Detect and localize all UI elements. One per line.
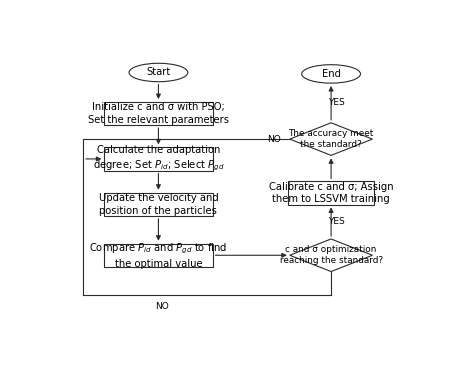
Text: The accuracy meet
the standard?: The accuracy meet the standard? bbox=[288, 129, 374, 149]
Text: Initialize c and σ with PSO;
Set the relevant parameters: Initialize c and σ with PSO; Set the rel… bbox=[88, 102, 229, 125]
Text: End: End bbox=[321, 69, 341, 79]
Text: YES: YES bbox=[328, 99, 345, 107]
Polygon shape bbox=[290, 123, 373, 155]
Text: Start: Start bbox=[146, 67, 171, 78]
FancyBboxPatch shape bbox=[288, 181, 374, 205]
Ellipse shape bbox=[301, 65, 360, 83]
Text: Calibrate c and σ; Assign
them to LSSVM training: Calibrate c and σ; Assign them to LSSVM … bbox=[269, 181, 393, 204]
FancyBboxPatch shape bbox=[104, 102, 213, 125]
Polygon shape bbox=[290, 239, 373, 272]
FancyBboxPatch shape bbox=[104, 147, 213, 170]
FancyBboxPatch shape bbox=[104, 192, 213, 216]
FancyBboxPatch shape bbox=[104, 244, 213, 267]
Text: Update the velocity and
position of the particles: Update the velocity and position of the … bbox=[99, 193, 219, 216]
Text: YES: YES bbox=[328, 217, 345, 226]
Text: NO: NO bbox=[267, 135, 281, 144]
Ellipse shape bbox=[129, 63, 188, 82]
Text: Calculate the adaptation
degree; Set $P_{id}$; Select $P_{gd}$: Calculate the adaptation degree; Set $P_… bbox=[92, 145, 224, 173]
Text: c and σ optimization
reaching the standard?: c and σ optimization reaching the standa… bbox=[280, 245, 383, 265]
Text: NO: NO bbox=[155, 302, 169, 311]
Text: Compare $P_{id}$ and $P_{gd}$ to find
the optimal value: Compare $P_{id}$ and $P_{gd}$ to find th… bbox=[89, 242, 228, 269]
